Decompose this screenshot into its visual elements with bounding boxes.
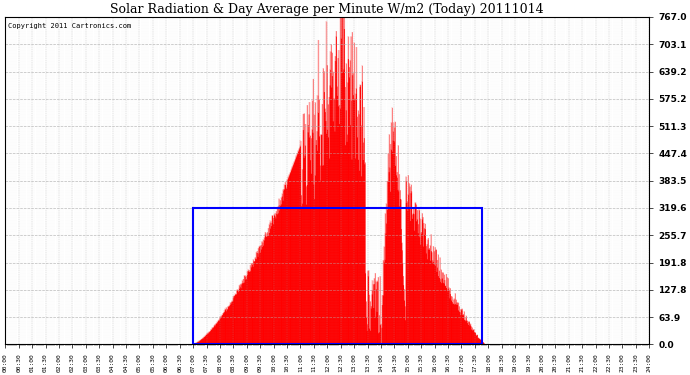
Title: Solar Radiation & Day Average per Minute W/m2 (Today) 20111014: Solar Radiation & Day Average per Minute… <box>110 3 544 16</box>
Text: Copyright 2011 Cartronics.com: Copyright 2011 Cartronics.com <box>8 24 132 30</box>
Bar <box>193 208 482 345</box>
